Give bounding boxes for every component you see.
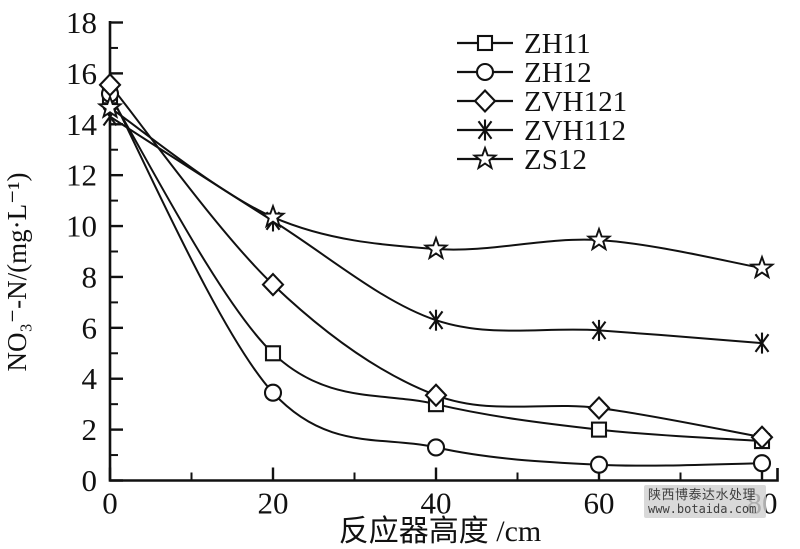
- y-tick-label: 0: [82, 463, 98, 498]
- y-tick-label: 6: [82, 310, 98, 345]
- marker-circle: [589, 455, 609, 474]
- legend-label: ZVH121: [524, 86, 627, 118]
- series-line-ZVH121: [109, 84, 763, 439]
- marker-square: [264, 345, 282, 362]
- legend-label: ZVH112: [524, 115, 626, 147]
- marker-square: [476, 34, 494, 52]
- marker-square: [590, 421, 608, 438]
- marker-star: [585, 226, 613, 252]
- y-tick-label: 8: [82, 259, 98, 294]
- y-tick-label: 4: [82, 361, 98, 396]
- marker-diamond: [750, 425, 774, 450]
- y-tick-label: 16: [66, 56, 97, 91]
- series-line-ZVH112: [109, 115, 763, 345]
- watermark-text: 陕西博泰达水处理: [648, 487, 757, 502]
- x-axis-label: 反应器高度 /cm: [339, 515, 542, 548]
- marker-diamond: [424, 383, 448, 408]
- marker-circle: [752, 454, 772, 473]
- plot-area: 024681012141618020406080ZH11ZH12ZVH121ZV…: [66, 5, 779, 521]
- marker-circle: [426, 438, 446, 457]
- marker-asterisk: [428, 309, 444, 331]
- watermark-url: www.botaida.com: [648, 502, 757, 517]
- legend-item-ZVH121: ZVH121: [457, 86, 627, 118]
- marker-diamond: [587, 395, 611, 421]
- legend-item-ZH12: ZH12: [457, 57, 592, 89]
- y-tick-label: 14: [66, 107, 98, 142]
- marker-star: [259, 203, 287, 229]
- series-line-ZH11: [109, 95, 763, 443]
- legend-label: ZH12: [524, 57, 592, 89]
- marker-asterisk: [754, 332, 770, 354]
- marker-star: [96, 93, 124, 119]
- marker-star: [748, 254, 776, 280]
- legend-label: ZS12: [524, 144, 587, 176]
- x-tick-label: 40: [421, 486, 452, 521]
- marker-asterisk: [477, 119, 493, 141]
- x-tick-label: 20: [258, 486, 289, 521]
- legend-item-ZS12: ZS12: [457, 144, 587, 176]
- y-tick-label: 12: [66, 158, 97, 193]
- marker-star: [471, 145, 499, 171]
- series-line-ZH12: [109, 93, 763, 467]
- legend-label: ZH11: [524, 28, 591, 60]
- marker-star: [422, 235, 450, 261]
- marker-circle: [475, 62, 495, 82]
- legend-item-ZH11: ZH11: [457, 28, 591, 60]
- x-tick-label: 0: [102, 486, 118, 521]
- y-axis-label: NO₃⁻-N/(mg·L⁻¹): [2, 173, 32, 372]
- watermark: 陕西博泰达水处理 www.botaida.com: [644, 485, 766, 519]
- y-tick-label: 18: [66, 5, 97, 40]
- y-tick-label: 2: [82, 412, 98, 447]
- marker-diamond: [261, 272, 285, 297]
- legend-item-ZVH112: ZVH112: [457, 115, 626, 147]
- marker-asterisk: [591, 319, 607, 341]
- marker-diamond: [473, 88, 497, 114]
- x-tick-label: 60: [584, 486, 615, 521]
- marker-circle: [263, 383, 283, 402]
- y-tick-label: 10: [66, 209, 97, 244]
